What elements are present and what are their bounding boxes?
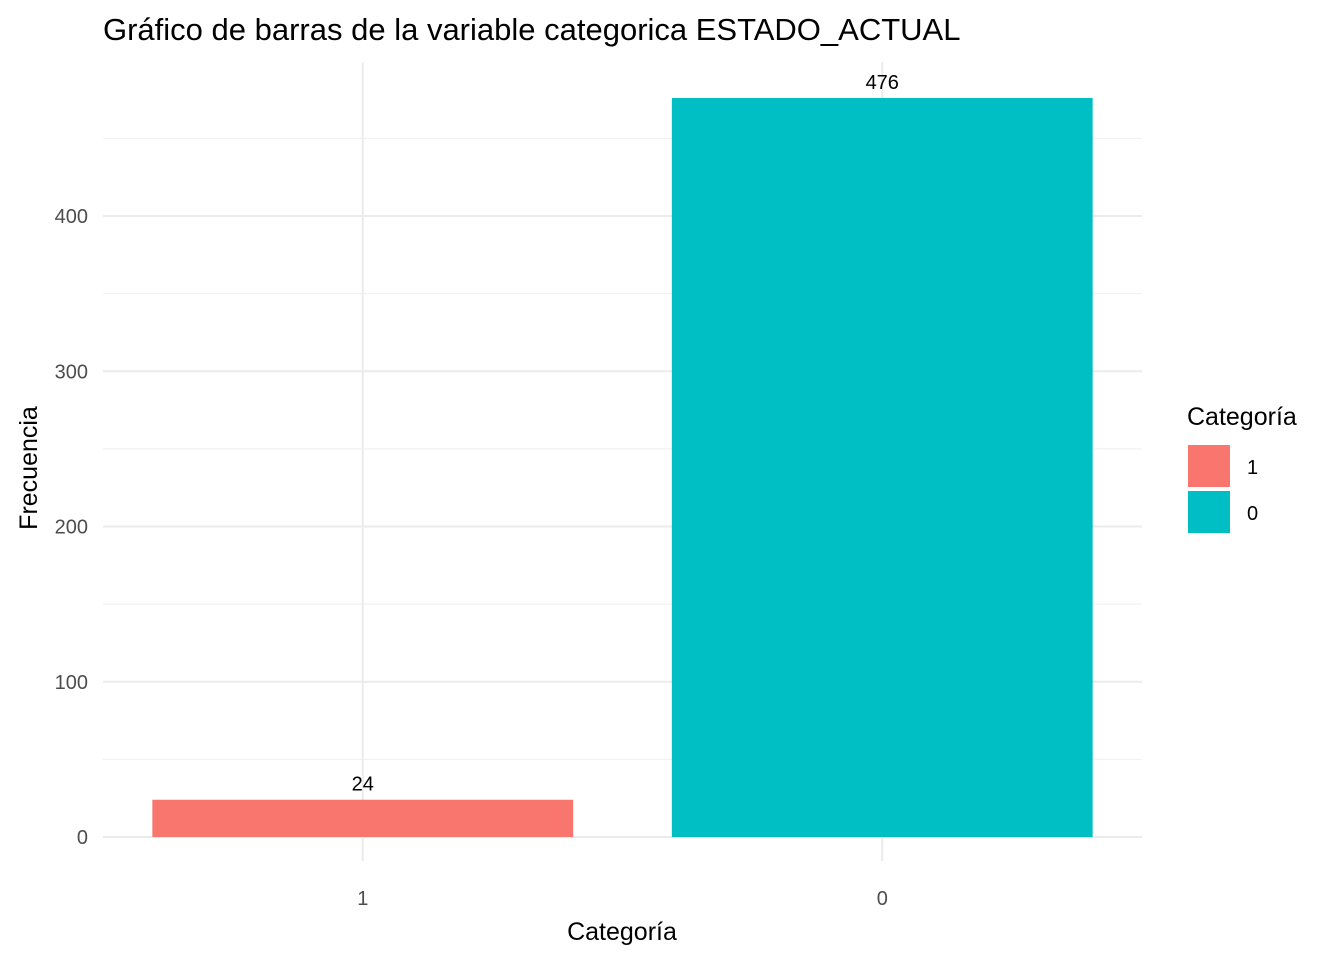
y-tick-label: 100 [55, 672, 88, 694]
y-axis-ticks: 0 100 200 300 400 [55, 206, 88, 849]
legend-key-1 [1188, 445, 1230, 487]
bar-0 [671, 98, 1093, 837]
y-tick-label: 400 [55, 206, 88, 228]
chart-title: Gráfico de barras de la variable categor… [103, 12, 960, 47]
legend-label-0: 0 [1247, 503, 1258, 525]
bars [152, 98, 1093, 837]
data-label-1: 24 [352, 774, 374, 796]
bar-1 [152, 799, 574, 837]
y-tick-label: 0 [77, 827, 88, 849]
data-labels: 24 476 [352, 72, 899, 796]
legend-title: Categoría [1187, 403, 1297, 431]
x-tick-label: 1 [357, 888, 368, 910]
legend-key-0 [1188, 491, 1230, 533]
x-tick-label: 0 [877, 888, 888, 910]
y-axis-title: Frecuencia [15, 406, 43, 530]
y-tick-label: 200 [55, 517, 88, 539]
data-label-0: 476 [866, 72, 899, 94]
x-axis-title: Categoría [567, 918, 677, 946]
legend: Categoría 1 0 [1187, 403, 1297, 533]
y-tick-label: 300 [55, 361, 88, 383]
legend-label-1: 1 [1247, 457, 1258, 479]
